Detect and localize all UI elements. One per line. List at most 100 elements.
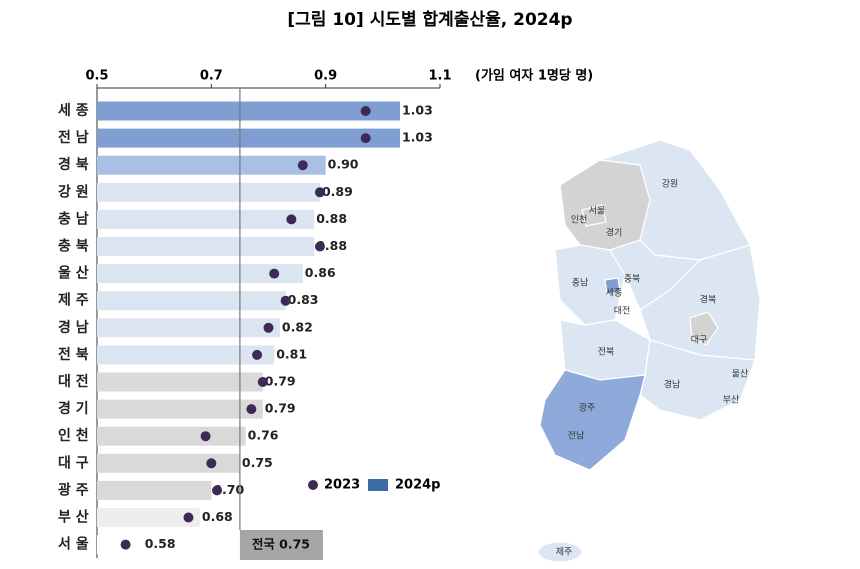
x-tick-label: 1.1 bbox=[428, 69, 451, 84]
bar bbox=[97, 345, 275, 365]
map-region bbox=[689, 311, 719, 346]
y-tick-label: 전 남 bbox=[58, 129, 89, 146]
dot bbox=[206, 458, 217, 469]
dot bbox=[360, 133, 371, 144]
value-label: 0.86 bbox=[305, 265, 336, 280]
bar bbox=[97, 318, 280, 338]
y-tick-label: 서 울 bbox=[58, 536, 89, 553]
x-tick-label: 0.9 bbox=[314, 69, 337, 84]
map-label: 경북 bbox=[700, 294, 717, 306]
dot bbox=[314, 241, 325, 252]
y-tick-label: 경 북 bbox=[58, 156, 89, 173]
annotation: 전국 0.75 bbox=[252, 537, 310, 552]
dot bbox=[286, 214, 297, 225]
map-label: 대구 bbox=[691, 335, 708, 346]
y-tick-label: 부 산 bbox=[58, 509, 89, 526]
y-tick-label: 광 주 bbox=[58, 481, 89, 498]
map-region bbox=[581, 204, 607, 227]
map-region bbox=[537, 541, 583, 563]
legend-label: 2023 bbox=[324, 478, 360, 493]
bar bbox=[97, 155, 326, 175]
map bbox=[537, 139, 761, 563]
map-label: 광주 bbox=[579, 402, 596, 414]
map-label: 서울 bbox=[589, 206, 606, 217]
value-label: 1.03 bbox=[402, 103, 433, 118]
map-label: 울산 bbox=[732, 369, 749, 380]
value-label: 0.81 bbox=[276, 346, 307, 361]
dot bbox=[360, 106, 371, 116]
legend-marker bbox=[308, 480, 318, 490]
dot bbox=[200, 431, 211, 442]
bar bbox=[97, 453, 240, 473]
x-tick-label: 0.7 bbox=[200, 69, 223, 84]
bar bbox=[97, 237, 315, 256]
value-label: 0.76 bbox=[248, 428, 279, 443]
dot bbox=[246, 404, 257, 415]
map-label: 충남 bbox=[572, 278, 589, 289]
dot bbox=[280, 295, 291, 306]
dot bbox=[297, 160, 308, 171]
y-tick-label: 대 전 bbox=[58, 373, 89, 390]
bar bbox=[97, 264, 303, 284]
y-tick-label: 충 북 bbox=[58, 239, 89, 255]
value-label: 0.68 bbox=[202, 509, 233, 524]
value-label: 0.82 bbox=[282, 319, 313, 334]
y-tick-label: 경 남 bbox=[58, 319, 89, 336]
bar bbox=[97, 101, 400, 121]
map-label: 강원 bbox=[662, 179, 679, 190]
dot bbox=[257, 377, 268, 387]
bar bbox=[97, 508, 200, 527]
map-region bbox=[539, 369, 646, 471]
dot bbox=[212, 485, 223, 496]
map-label: 경기 bbox=[606, 227, 623, 239]
y-tick-label: 강 원 bbox=[58, 183, 89, 200]
y-tick-label: 울 산 bbox=[58, 265, 89, 282]
value-label: 0.75 bbox=[242, 455, 273, 470]
chart-title: [그림 10] 시도별 합계출산율, 2024p bbox=[287, 9, 572, 30]
map-label: 전남 bbox=[568, 431, 585, 442]
legend-label: 2024p bbox=[395, 478, 441, 493]
bar bbox=[97, 426, 246, 446]
annotation-box bbox=[239, 530, 323, 560]
map-label: 인천 bbox=[571, 215, 588, 226]
dot bbox=[120, 539, 131, 550]
y-tick-label: 세 종 bbox=[58, 103, 89, 119]
value-label: 0.79 bbox=[265, 374, 296, 389]
bar bbox=[97, 182, 320, 202]
value-label: 0.88 bbox=[316, 211, 347, 226]
bar bbox=[97, 372, 263, 392]
x-tick-label: 0.5 bbox=[85, 69, 108, 84]
map-label: 충북 bbox=[624, 274, 641, 285]
y-tick-label: 경 기 bbox=[58, 400, 89, 417]
map-label: 전북 bbox=[598, 347, 615, 358]
map-label: 부산 bbox=[723, 395, 740, 406]
value-label: 0.89 bbox=[322, 184, 353, 199]
dot bbox=[269, 268, 280, 279]
map-region bbox=[554, 244, 626, 326]
value-label: 0.90 bbox=[328, 157, 359, 172]
map-region bbox=[604, 277, 621, 295]
y-tick-label: 대 구 bbox=[58, 455, 89, 471]
bar bbox=[97, 128, 400, 148]
map-label: 대전 bbox=[614, 306, 631, 317]
legend-marker bbox=[368, 479, 388, 491]
bar bbox=[97, 399, 263, 419]
y-tick-label: 전 북 bbox=[58, 346, 89, 363]
bar bbox=[97, 535, 143, 555]
y-tick-label: 제 주 bbox=[58, 293, 89, 309]
unit-label: (가임 여자 1명당 명) bbox=[475, 68, 593, 84]
map-region bbox=[639, 339, 756, 421]
dot bbox=[183, 512, 194, 523]
y-tick-label: 인 천 bbox=[58, 427, 89, 444]
bar bbox=[97, 480, 212, 500]
map-label: 세종 bbox=[606, 288, 623, 299]
value-label: 0.79 bbox=[265, 401, 296, 416]
bar bbox=[97, 209, 315, 229]
map-label: 제주 bbox=[556, 547, 573, 558]
value-label: 0.83 bbox=[288, 292, 319, 307]
map-label: 경남 bbox=[664, 379, 681, 391]
bar bbox=[97, 291, 286, 311]
dot bbox=[314, 187, 325, 198]
y-tick-label: 충 남 bbox=[58, 210, 89, 227]
